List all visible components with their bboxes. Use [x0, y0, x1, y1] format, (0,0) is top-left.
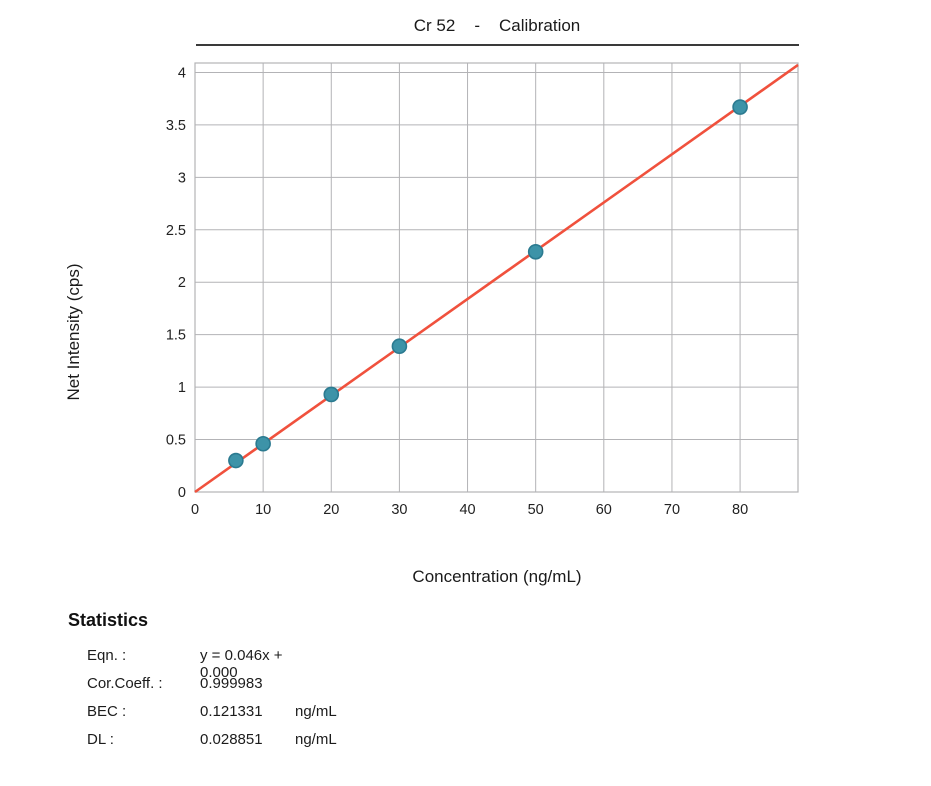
stat-unit: ng/mL [295, 731, 337, 748]
x-tick-label: 20 [323, 502, 339, 518]
x-tick-label: 40 [459, 502, 475, 518]
stat-value: y = 0.046x + 0.000 [200, 647, 283, 681]
stat-value: 0.028851 [200, 731, 263, 748]
x-tick-label: 0 [191, 502, 199, 518]
stat-row-corcoeff: Cor.Coeff. : 0.999983 [87, 675, 337, 703]
plot-border [194, 62, 799, 493]
stat-unit: ng/mL [295, 703, 337, 720]
x-tick-label: 50 [528, 502, 544, 518]
data-point [323, 386, 340, 403]
calibration-label: Calibration [498, 16, 581, 35]
chart-title: Cr 52 - Calibration [195, 14, 799, 38]
fit-line [194, 63, 799, 494]
x-tick-label: 70 [664, 502, 680, 518]
y-tick-label: 3 [178, 170, 186, 186]
data-point [391, 338, 408, 355]
element-name: Cr 52 [413, 16, 456, 35]
y-tick-label: 0.5 [166, 433, 186, 449]
x-axis-label: Concentration (ng/mL) [412, 567, 582, 586]
title-underline [196, 44, 799, 46]
x-tick-label: 30 [391, 502, 407, 518]
statistics-section: Statistics Eqn. : y = 0.046x + 0.000 Cor… [68, 610, 337, 759]
data-point [228, 452, 244, 469]
y-tick-label: 3.5 [166, 118, 186, 134]
stat-value: 0.121331 [200, 703, 263, 720]
y-tick-label: 2 [178, 275, 186, 291]
stat-label: DL : [87, 731, 114, 748]
y-tick-label: 0 [178, 485, 186, 501]
data-point [527, 244, 544, 260]
stat-label: BEC : [87, 703, 127, 720]
title-separator: - [474, 16, 480, 35]
stat-label: Cor.Coeff. : [87, 675, 163, 692]
stat-row-bec: BEC : 0.121331 ng/mL [87, 703, 337, 731]
x-tick-label: 80 [732, 502, 748, 518]
stat-row-eqn: Eqn. : y = 0.046x + 0.000 [87, 647, 337, 681]
data-point [255, 435, 271, 452]
y-tick-label: 4 [178, 65, 186, 81]
y-axis-label: Net Intensity (cps) [64, 263, 83, 401]
stat-label: Eqn. : [87, 647, 127, 664]
y-tick-label: 2.5 [166, 223, 186, 239]
statistics-rows: Eqn. : y = 0.046x + 0.000 Cor.Coeff. : 0… [68, 647, 337, 759]
stat-row-dl: DL : 0.028851 ng/mL [87, 731, 337, 759]
x-tick-label: 10 [255, 502, 271, 518]
y-tick-label: 1 [178, 380, 186, 396]
calibration-plot: 0 10 20 30 40 50 60 70 80 0 0.5 1 1.5 2 2.5 3 3.5 4 [166, 62, 799, 518]
stat-value: 0.999983 [200, 675, 263, 692]
y-tick-label: 1.5 [166, 328, 186, 344]
x-tick-label: 60 [596, 502, 612, 518]
statistics-header: Statistics [68, 610, 149, 630]
data-point [732, 99, 748, 115]
